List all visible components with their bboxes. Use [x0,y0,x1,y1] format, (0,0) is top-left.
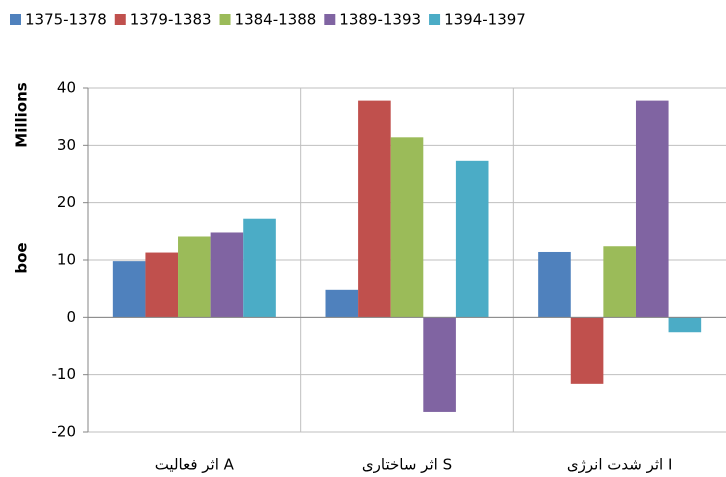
y-tick-label: -10 [52,365,77,383]
bar [358,100,391,318]
bar [145,252,179,318]
y-tick-label: 40 [57,79,76,97]
y-tick-label: 30 [57,136,76,154]
legend-label: 1379-1383 [130,11,212,29]
bar [243,218,276,318]
legend-label: 1389-1393 [339,11,421,29]
bar [325,289,359,318]
y-axis-unit: Millions [13,82,31,147]
y-tick-label: 0 [66,308,76,326]
x-tick-label: اثر شدت انرژی I [567,456,673,474]
bar [635,100,669,318]
y-tick-label: 10 [57,251,76,269]
y-axis-title: boe [13,242,31,273]
x-tick-label: اثر ساختاری S [362,456,452,474]
bar [455,160,489,318]
bar [112,261,146,318]
bar [178,236,211,318]
legend-swatch [10,14,21,25]
legend-swatch [114,14,126,25]
bar [668,317,702,333]
bar [423,317,456,412]
y-tick-label: -20 [52,423,77,441]
legend-swatch [429,14,441,25]
bar [210,232,244,318]
legend-label: 1375-1378 [25,11,107,29]
y-tick-label: 20 [57,193,76,211]
bar [390,137,424,318]
legend-label: 1394-1397 [444,11,526,29]
x-tick-label: اثر فعالیت A [155,456,235,474]
legend-swatch [324,14,336,25]
bar [538,251,571,318]
legend-label: 1384-1388 [235,11,317,29]
bar [570,317,604,384]
legend-swatch [219,14,231,25]
bar [603,246,636,318]
